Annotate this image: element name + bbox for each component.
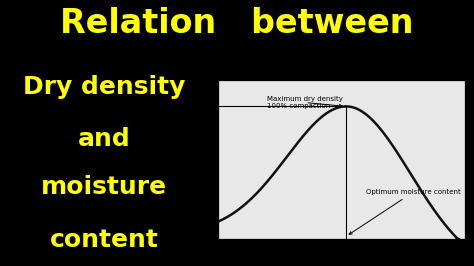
Text: Maximum dry density
100% compaction: Maximum dry density 100% compaction — [267, 96, 343, 109]
Text: and: and — [78, 127, 131, 152]
Text: Relation   between: Relation between — [60, 7, 414, 40]
Text: content: content — [50, 228, 159, 252]
Text: Optimum moisture content: Optimum moisture content — [349, 189, 461, 234]
Text: Dry density: Dry density — [23, 75, 185, 99]
Y-axis label: Dry density  kN/m³: Dry density kN/m³ — [209, 130, 215, 189]
Text: moisture: moisture — [41, 176, 167, 200]
